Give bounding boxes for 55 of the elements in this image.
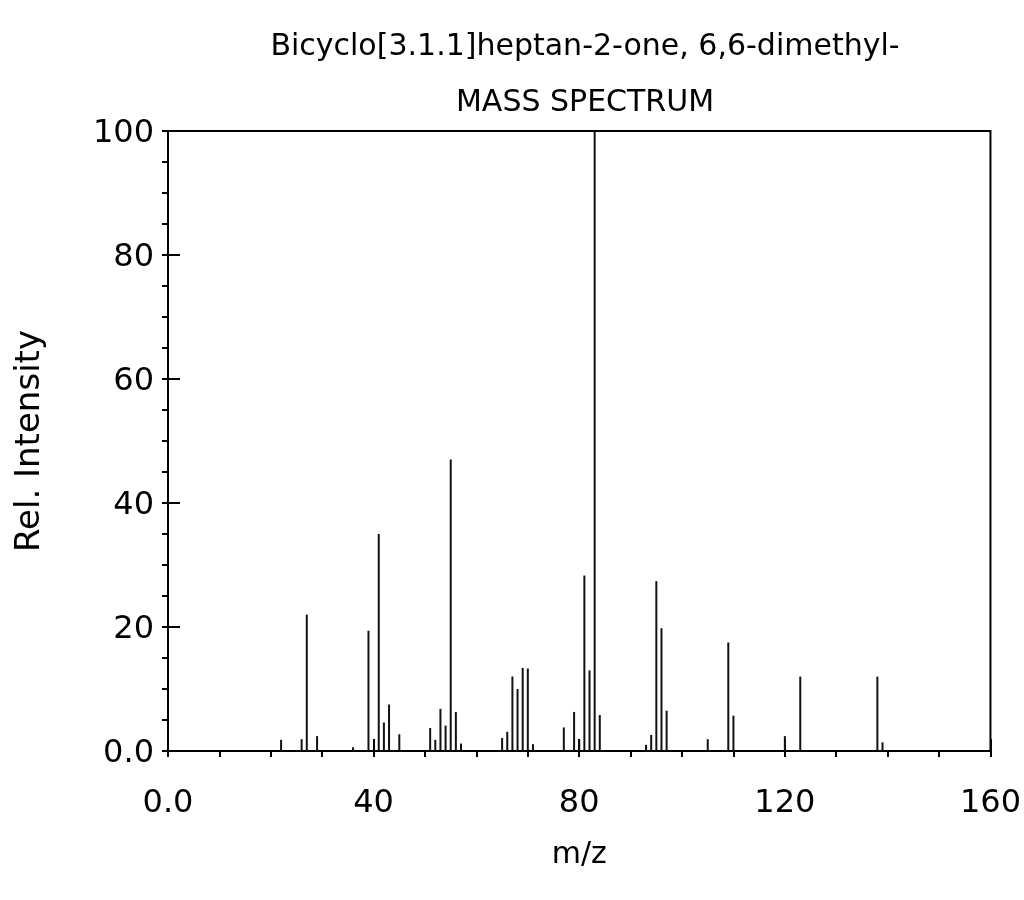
bar xyxy=(449,459,452,751)
bar xyxy=(429,728,432,751)
bar xyxy=(650,734,653,751)
y-tick-label: 100 xyxy=(92,112,154,150)
bar xyxy=(377,534,380,751)
x-tick-label: 160 xyxy=(959,782,1021,820)
x-tick-label: 40 xyxy=(353,782,394,820)
bar xyxy=(881,742,884,751)
bar xyxy=(280,739,283,751)
y-axis-title: Rel. Intensity xyxy=(7,329,47,553)
bar xyxy=(526,668,529,751)
bar xyxy=(732,715,735,751)
bar xyxy=(583,575,586,751)
bar xyxy=(382,722,385,751)
bar xyxy=(573,711,576,751)
bar xyxy=(876,676,879,751)
bar xyxy=(655,581,658,751)
bar xyxy=(454,711,457,751)
x-axis-title: m/z xyxy=(551,834,607,870)
bar xyxy=(588,670,591,751)
bar xyxy=(388,704,391,751)
bar xyxy=(439,708,442,751)
bar xyxy=(305,614,308,751)
bar xyxy=(352,747,355,751)
bar xyxy=(562,727,565,751)
bar xyxy=(434,739,437,751)
bar xyxy=(444,725,447,751)
y-tick-label: 40 xyxy=(113,484,154,522)
bar xyxy=(799,676,802,751)
bar xyxy=(531,744,534,751)
bar xyxy=(593,131,596,751)
bar xyxy=(398,734,401,751)
bar xyxy=(521,667,524,751)
bar xyxy=(727,642,730,751)
y-tick-label: 0.0 xyxy=(103,732,154,770)
bar xyxy=(367,630,370,751)
x-tick-label: 80 xyxy=(558,782,600,820)
y-tick-label: 60 xyxy=(113,360,154,398)
bar xyxy=(460,743,462,751)
bar xyxy=(501,737,504,751)
bar xyxy=(665,710,668,751)
x-tick-label: 0.0 xyxy=(142,782,194,820)
bar xyxy=(516,689,519,751)
bar xyxy=(506,731,509,751)
bar xyxy=(660,628,663,751)
y-tick-label: 20 xyxy=(113,608,154,646)
bar xyxy=(316,736,319,751)
bar xyxy=(300,739,303,751)
bar xyxy=(598,715,601,751)
bar xyxy=(645,744,648,751)
x-tick-label: 120 xyxy=(754,782,816,820)
bar xyxy=(706,739,709,751)
chart-subtitle: MASS SPECTRUM xyxy=(455,82,715,118)
y-tick-label: 80 xyxy=(113,236,154,274)
chart-title: Bicyclo[3.1.1]heptan-2-one, 6,6-dimethyl- xyxy=(270,26,900,62)
